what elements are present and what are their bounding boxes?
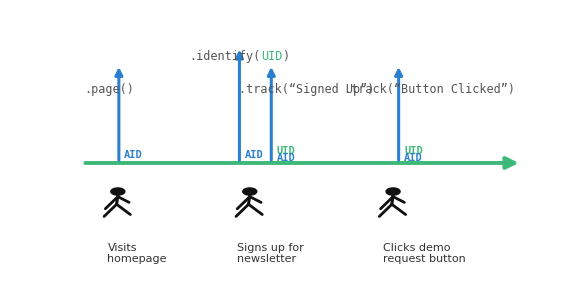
Text: AID: AID <box>276 153 295 162</box>
Text: UID: UID <box>404 146 423 156</box>
Text: AID: AID <box>245 150 264 160</box>
Text: ): ) <box>282 50 289 63</box>
Text: .track(“Signed Up”): .track(“Signed Up”) <box>239 83 375 96</box>
Text: AID: AID <box>124 150 143 160</box>
Circle shape <box>111 188 125 195</box>
Circle shape <box>243 188 257 195</box>
Text: .identify(: .identify( <box>190 50 261 63</box>
Text: UID: UID <box>276 146 295 156</box>
Text: AID: AID <box>404 153 423 162</box>
Text: .track(“Button Clicked”): .track(“Button Clicked”) <box>344 83 515 96</box>
Text: .page(): .page() <box>85 83 134 96</box>
Circle shape <box>386 188 400 195</box>
Text: Signs up for
newsletter: Signs up for newsletter <box>237 243 304 265</box>
Text: Visits
homepage: Visits homepage <box>107 243 167 265</box>
Text: Clicks demo
request button: Clicks demo request button <box>383 243 465 265</box>
Text: UID: UID <box>261 50 282 63</box>
